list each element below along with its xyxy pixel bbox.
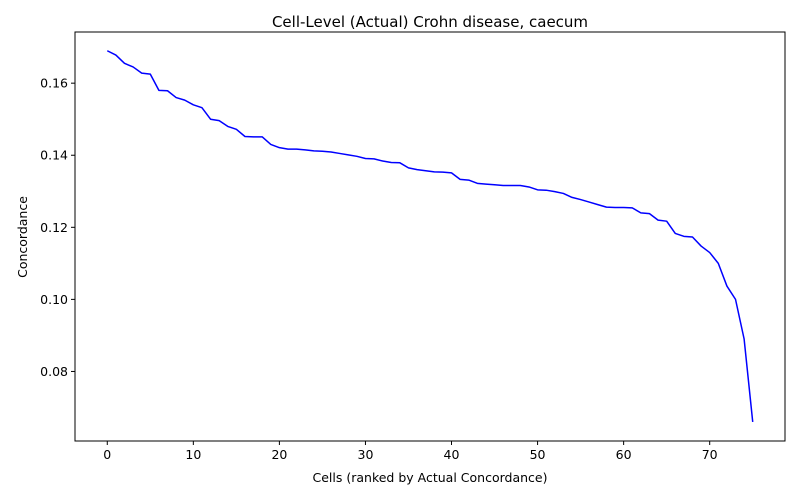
y-tick-label: 0.08: [40, 364, 68, 379]
y-axis-label: Concordance: [15, 196, 30, 278]
y-tick-label: 0.14: [40, 148, 68, 163]
x-tick-label: 60: [616, 447, 632, 462]
x-tick-label: 40: [444, 447, 460, 462]
plot-area: [106, 50, 754, 422]
x-tick-label: 50: [530, 447, 546, 462]
chart-title: Cell-Level (Actual) Crohn disease, caecu…: [272, 13, 588, 31]
x-tick-label: 20: [271, 447, 287, 462]
y-axis: 0.08 0.10 0.12 0.14 0.16: [40, 76, 75, 379]
y-tick-label: 0.10: [40, 292, 68, 307]
x-tick-label: 0: [103, 447, 111, 462]
x-axis-label: Cells (ranked by Actual Concordance): [313, 470, 548, 485]
x-tick-label: 70: [702, 447, 718, 462]
x-tick-label: 10: [185, 447, 201, 462]
x-axis: 0 10 20 30 40 50 60 70: [103, 441, 718, 462]
plot-frame: [74, 31, 786, 442]
x-tick-label: 30: [358, 447, 374, 462]
y-tick-label: 0.12: [40, 220, 68, 235]
series-line-0: [106, 50, 754, 422]
y-tick-label: 0.16: [40, 76, 68, 91]
